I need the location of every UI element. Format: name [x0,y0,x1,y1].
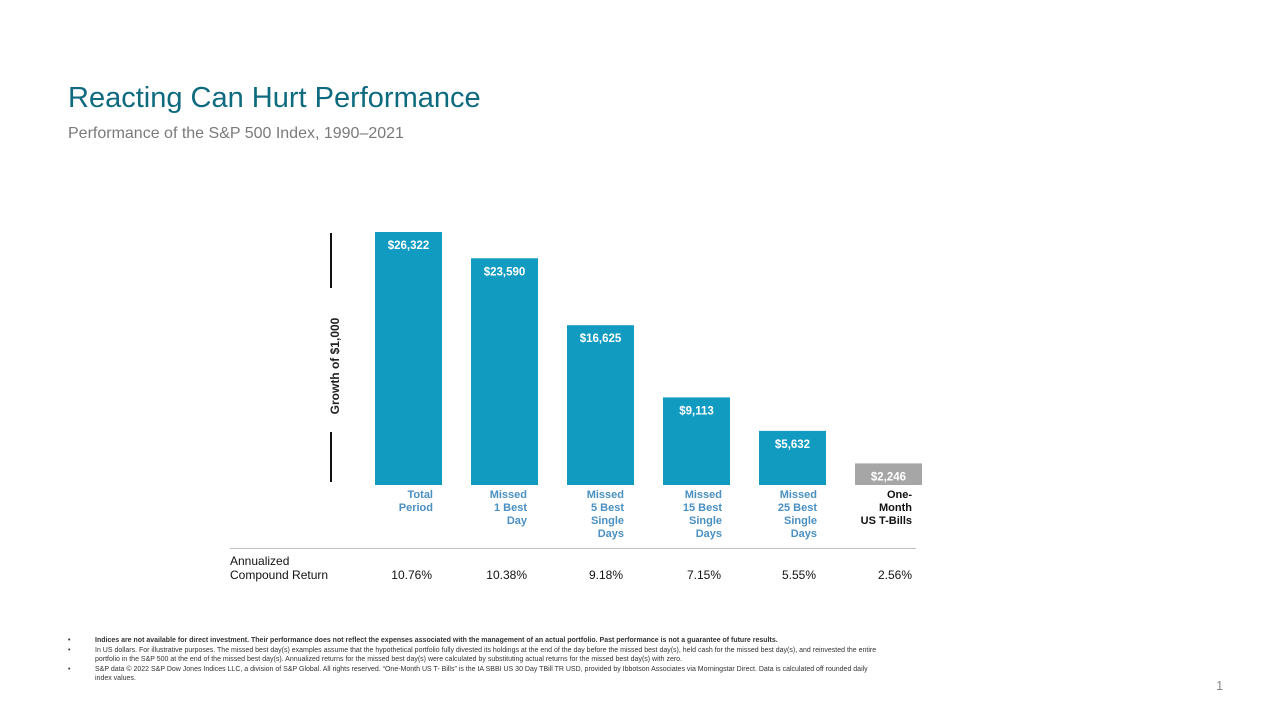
bar [663,397,730,485]
table-divider [230,548,916,549]
annualized-return-label: Annualized Compound Return [230,554,328,582]
bar-value-label: $5,632 [775,439,810,451]
annualized-return-value: 10.76% [391,568,432,582]
y-axis-line-bottom [330,432,332,482]
footnote-bullet: • [68,637,71,644]
annualized-return-value: 5.55% [781,568,816,582]
footnote: • S&P data © 2022 S&P Dow Jones Indices … [68,665,878,684]
bar-value-label: $23,590 [484,266,526,278]
footnote: • In US dollars. For illustrative purpos… [68,646,878,665]
category-label: Total Period [398,489,433,514]
bar [759,430,826,485]
footnote-text: Indices are not available for direct inv… [95,637,778,644]
bar-value-label: $26,322 [388,240,430,252]
annualized-return-value: 9.18% [588,568,623,582]
footnote-text: S&P data © 2022 S&P Dow Jones Indices LL… [95,665,868,683]
footnote: • Indices are not available for direct i… [68,636,878,646]
category-label: Missed 15 Best Single Days [682,489,722,540]
footnote-bullet: • [68,665,71,673]
annualized-return-value: 7.15% [686,568,721,582]
bar [471,258,538,485]
category-label: Missed 25 Best Single Days [777,489,817,540]
footnotes: • Indices are not available for direct i… [68,636,878,684]
bar [567,325,634,485]
slide-title: Reacting Can Hurt Performance [68,82,481,114]
footnote-bullet: • [68,646,71,654]
annualized-return-value: 10.38% [486,568,527,582]
bar-value-label: $2,246 [871,471,906,483]
bar [855,463,922,485]
category-label: Missed 5 Best Single Days [586,489,624,540]
bar-value-label: $9,113 [679,405,714,417]
category-label: One- Month US T-Bills [860,489,912,527]
bar [375,232,442,485]
annualized-return-label-line2: Compound Return [230,568,329,582]
category-label: Missed 1 Best Day [489,489,527,527]
annualized-return-value: 2.56% [877,568,912,582]
page-number: 1 [1216,678,1224,693]
footnote-text: In US dollars. For illustrative purposes… [95,646,877,664]
y-axis-line-top [330,233,332,288]
bar-value-label: $16,625 [580,333,622,345]
annualized-return-label-line1: Annualized [230,554,290,568]
slide-subtitle: Performance of the S&P 500 Index, 1990–2… [68,125,404,142]
